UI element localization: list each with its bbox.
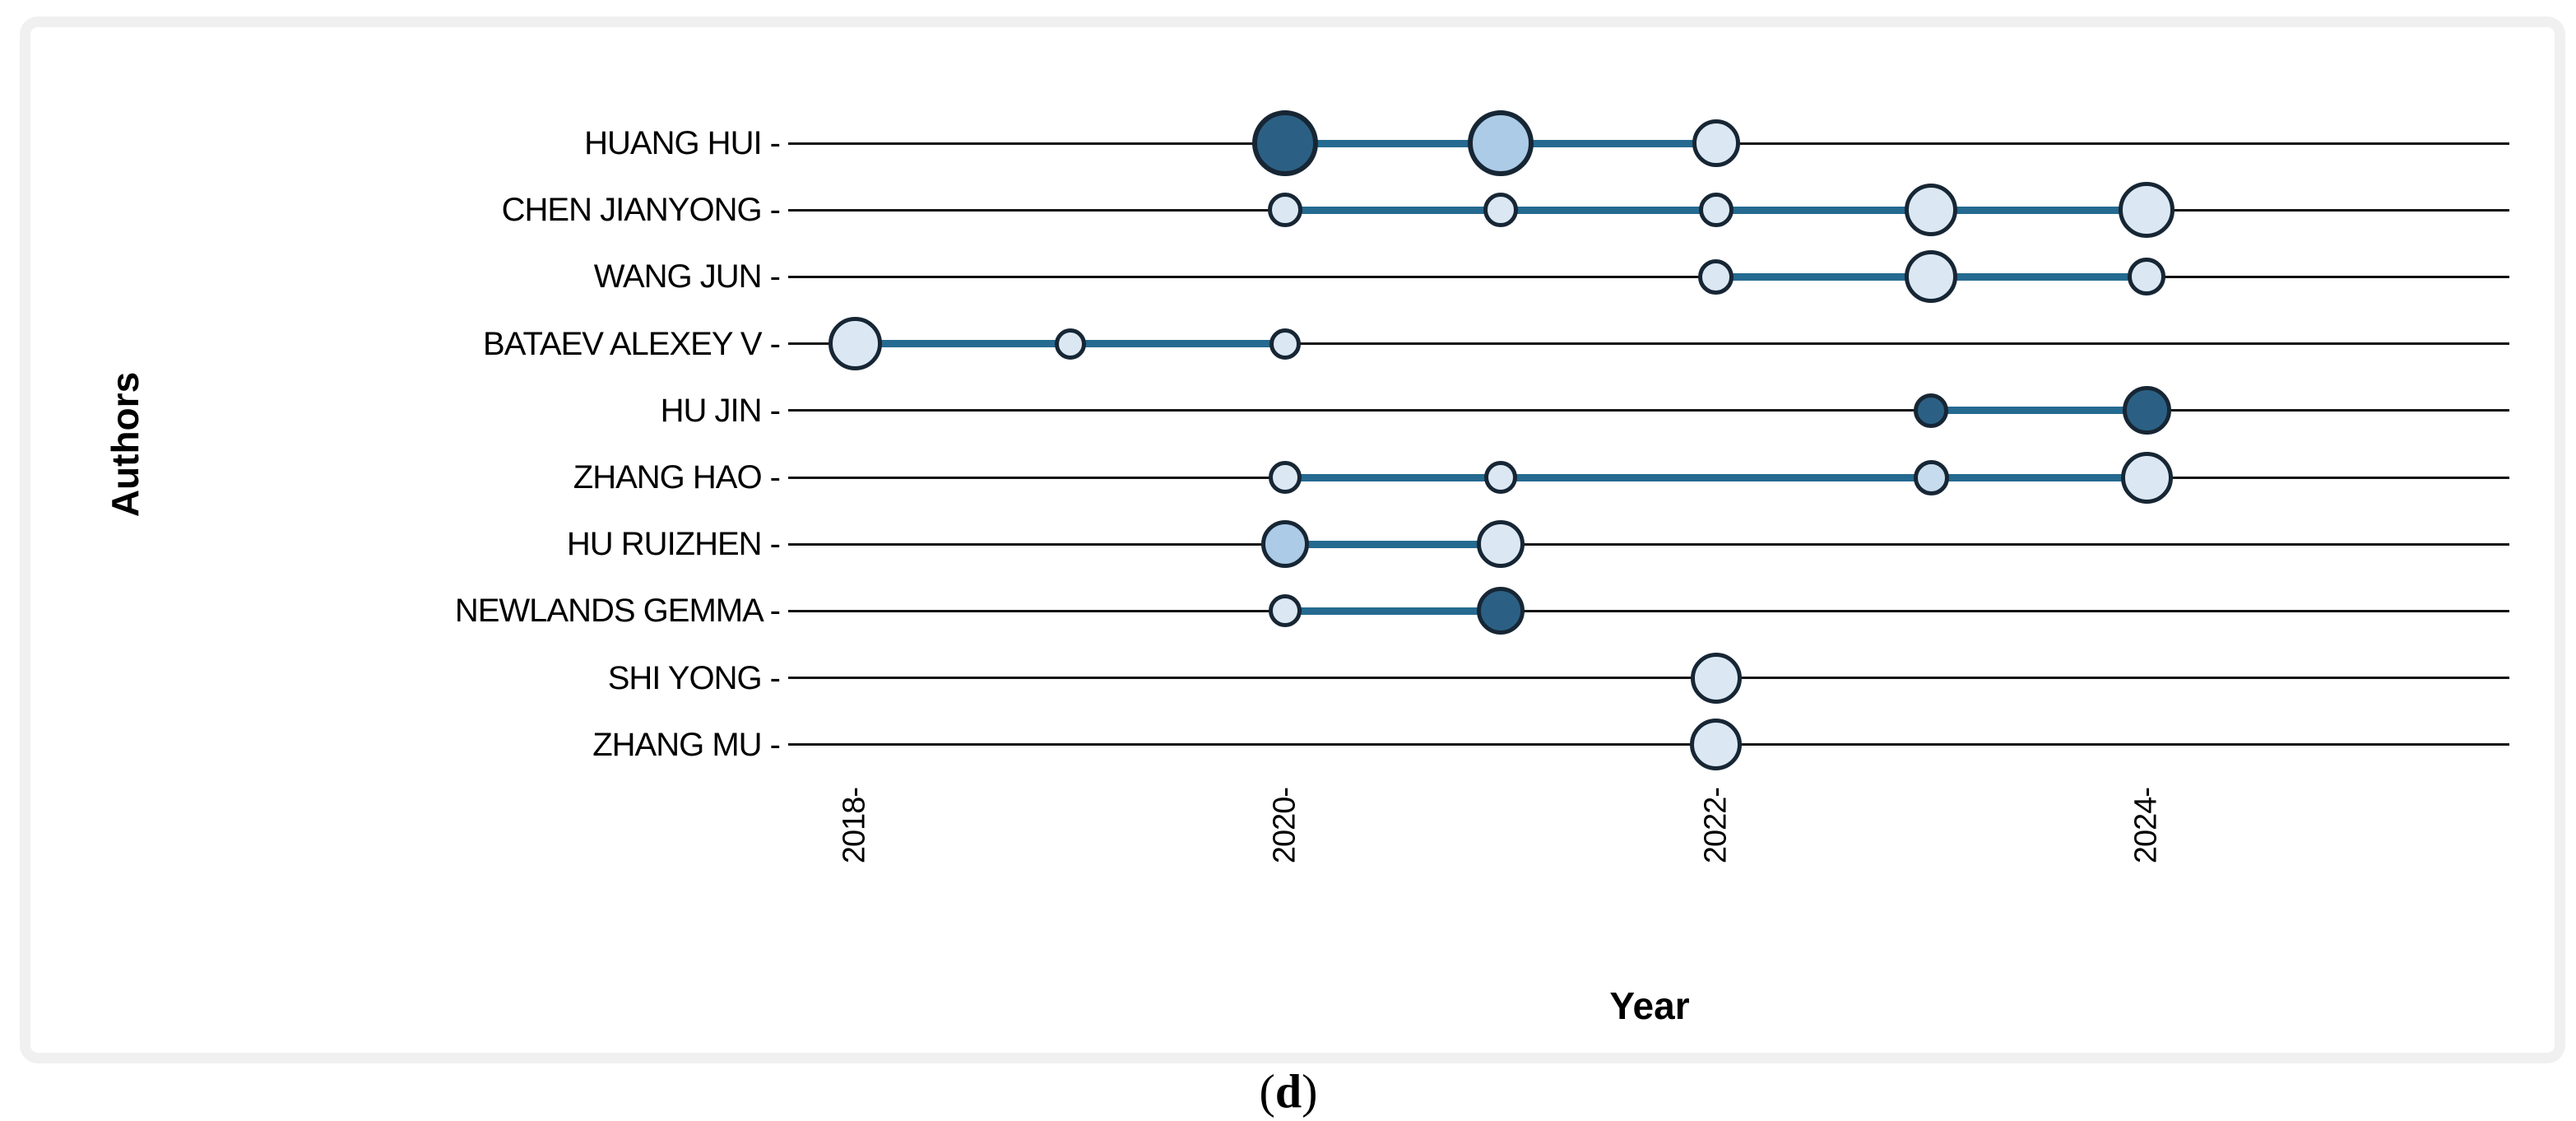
- author-tick-label: CHEN JIANYONG -: [501, 192, 781, 229]
- author-row-line: [788, 743, 2509, 747]
- production-bubble: [2128, 258, 2166, 296]
- author-tick-label: HU RUIZHEN -: [566, 526, 781, 563]
- caption-letter: d: [1274, 1064, 1302, 1119]
- caption-paren-close: ): [1302, 1064, 1318, 1119]
- author-row-line: [788, 542, 2509, 546]
- author-timeline-segment: [1285, 607, 1501, 615]
- y-axis-title: Authors: [104, 371, 146, 518]
- production-bubble: [1690, 719, 1743, 771]
- production-bubble: [1914, 393, 1949, 428]
- author-row-line: [788, 275, 2509, 278]
- production-bubble: [1252, 110, 1319, 176]
- author-row-line: [788, 342, 2509, 346]
- production-bubble: [1692, 119, 1740, 167]
- production-bubble: [1468, 110, 1534, 176]
- x-tick-label: 2018-: [837, 787, 872, 864]
- production-bubble: [1054, 328, 1086, 360]
- author-tick-label: NEWLANDS GEMMA -: [454, 593, 781, 630]
- x-tick-label: 2022-: [1698, 787, 1734, 864]
- production-bubble: [2122, 386, 2171, 435]
- author-tick-label: ZHANG HAO -: [573, 459, 781, 495]
- production-bubble: [1268, 193, 1303, 228]
- author-timeline-segment: [1285, 473, 2147, 481]
- x-axis-title: Year: [1609, 984, 1690, 1027]
- author-timeline-segment: [1285, 540, 1501, 548]
- production-bubble: [1484, 461, 1517, 494]
- production-bubble: [1477, 520, 1525, 569]
- x-tick-label: 2024-: [2128, 787, 2164, 864]
- author-tick-label: HU JIN -: [660, 392, 781, 429]
- author-tick-label: BATAEV ALEXEY V -: [483, 325, 781, 362]
- author-tick-label: SHI YONG -: [607, 659, 781, 696]
- production-bubble: [1477, 587, 1525, 635]
- caption-paren-open: (: [1259, 1064, 1275, 1119]
- author-row-line: [788, 677, 2509, 680]
- author-tick-label: WANG JUN -: [593, 258, 781, 295]
- production-bubble: [828, 317, 882, 371]
- author-row-line: [788, 609, 2509, 612]
- production-bubble: [2119, 182, 2175, 239]
- production-bubble: [1905, 250, 1958, 304]
- production-bubble: [2120, 451, 2173, 504]
- production-bubble: [1269, 594, 1302, 628]
- production-bubble: [1698, 258, 1734, 295]
- production-bubble: [1483, 193, 1518, 228]
- author-tick-label: ZHANG MU -: [592, 726, 781, 763]
- author-timeline-segment: [1931, 407, 2147, 415]
- production-bubble: [1269, 461, 1302, 494]
- production-bubble: [1690, 652, 1742, 704]
- x-tick-label: 2020-: [1267, 787, 1302, 864]
- production-bubble: [1905, 184, 1958, 237]
- production-bubble: [1913, 459, 1949, 495]
- author-tick-label: HUANG HUI -: [584, 125, 781, 161]
- production-bubble: [1269, 328, 1302, 360]
- production-bubble: [1698, 193, 1734, 228]
- figure-caption: (d): [1260, 1064, 1318, 1119]
- production-bubble: [1261, 520, 1310, 569]
- author-row-line: [788, 409, 2509, 412]
